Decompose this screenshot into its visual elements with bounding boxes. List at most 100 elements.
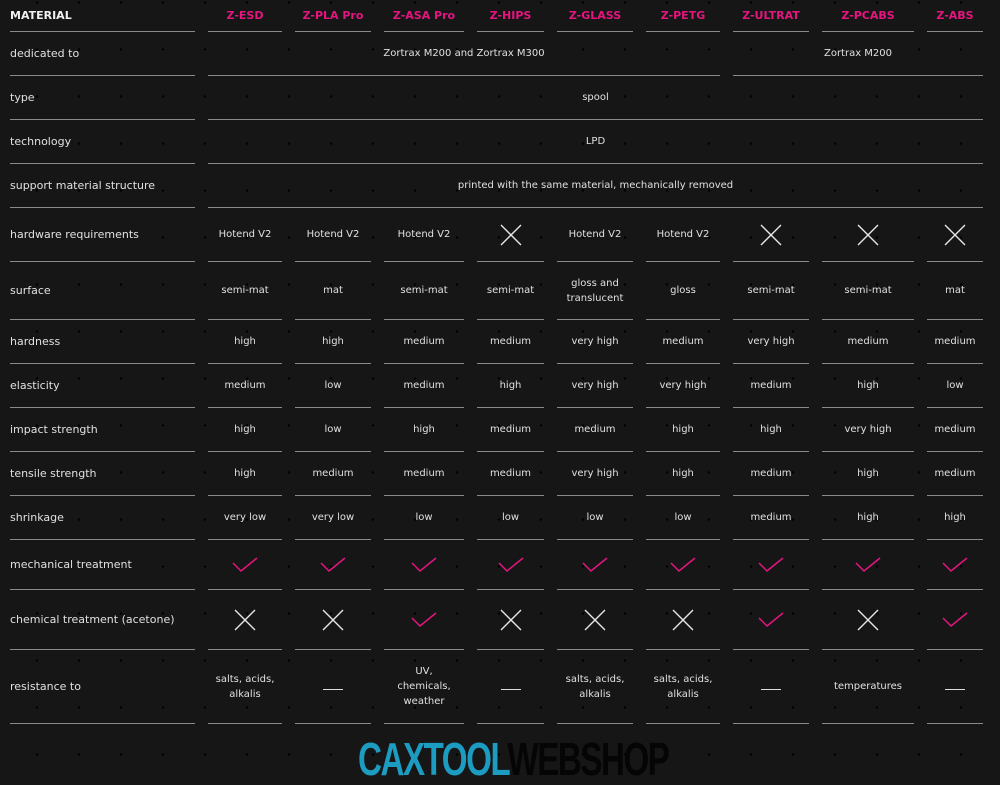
watermark-logo: CAXTOOLWEBSHOP (358, 733, 670, 785)
row-label: shrinkage (10, 496, 195, 540)
cell-value: gloss (646, 262, 720, 320)
dash-icon (295, 650, 371, 724)
cell-value: temperatures (822, 650, 914, 724)
cell-value: low (927, 364, 983, 408)
check-icon (646, 540, 720, 590)
header-material: Z-PETG (646, 0, 720, 32)
row-label: resistance to (10, 650, 195, 724)
header-label: MATERIAL (10, 0, 195, 32)
check-icon (384, 590, 464, 650)
cell-value: high (208, 408, 282, 452)
x-icon (822, 590, 914, 650)
watermark-webshop: WEBSHOP (507, 733, 669, 785)
cell-value: very low (208, 496, 282, 540)
cell-value: very high (557, 452, 633, 496)
row-label: technology (10, 120, 195, 164)
cell-value: mat (295, 262, 371, 320)
check-icon (822, 540, 914, 590)
row-label: support material structure (10, 164, 195, 208)
cell-value: very high (557, 320, 633, 364)
cell-value: high (208, 320, 282, 364)
cell-value: UV, chemicals, weather (384, 650, 464, 724)
cell-value: gloss and translucent (557, 262, 633, 320)
cell-value: medium (822, 320, 914, 364)
cell-value: high (646, 452, 720, 496)
cell-value: medium (384, 364, 464, 408)
cell-value: very high (646, 364, 720, 408)
spanned-value: Zortrax M200 (733, 32, 983, 76)
header-material: Z-ASA Pro (384, 0, 464, 32)
dash-icon (927, 650, 983, 724)
cell-value: Hotend V2 (295, 208, 371, 262)
cell-value: high (822, 496, 914, 540)
cell-value: semi-mat (822, 262, 914, 320)
cell-value: medium (646, 320, 720, 364)
x-icon (557, 590, 633, 650)
spanned-value: printed with the same material, mechanic… (208, 164, 983, 208)
check-icon (733, 540, 809, 590)
row-label: elasticity (10, 364, 195, 408)
x-icon (646, 590, 720, 650)
watermark-caxtool: CAXTOOL (358, 733, 509, 785)
cell-value: medium (927, 408, 983, 452)
cell-value: low (477, 496, 544, 540)
row-label: mechanical treatment (10, 540, 195, 590)
spanned-value: LPD (208, 120, 983, 164)
header-material: Z-PCABS (822, 0, 914, 32)
check-icon (384, 540, 464, 590)
row-label: hardware requirements (10, 208, 195, 262)
cell-value: salts, acids, alkalis (208, 650, 282, 724)
row-label: dedicated to (10, 32, 195, 76)
header-material: Z-ESD (208, 0, 282, 32)
cell-value: low (295, 408, 371, 452)
check-icon (927, 590, 983, 650)
x-icon (822, 208, 914, 262)
cell-value: salts, acids, alkalis (557, 650, 633, 724)
cell-value: very high (733, 320, 809, 364)
check-icon (927, 540, 983, 590)
row-label: tensile strength (10, 452, 195, 496)
check-icon (477, 540, 544, 590)
cell-value: very high (822, 408, 914, 452)
cell-value: salts, acids, alkalis (646, 650, 720, 724)
check-icon (295, 540, 371, 590)
cell-value: high (733, 408, 809, 452)
x-icon (733, 208, 809, 262)
cell-value: semi-mat (733, 262, 809, 320)
cell-value: Hotend V2 (646, 208, 720, 262)
header-material: Z-GLASS (557, 0, 633, 32)
cell-value: Hotend V2 (557, 208, 633, 262)
dash-icon (477, 650, 544, 724)
cell-value: high (822, 452, 914, 496)
cell-value: high (477, 364, 544, 408)
cell-value: medium (733, 496, 809, 540)
x-icon (477, 590, 544, 650)
check-icon (208, 540, 282, 590)
cell-value: medium (927, 452, 983, 496)
cell-value: high (384, 408, 464, 452)
check-icon (733, 590, 809, 650)
cell-value: high (822, 364, 914, 408)
x-icon (295, 590, 371, 650)
dash-icon (733, 650, 809, 724)
cell-value: mat (927, 262, 983, 320)
cell-value: high (927, 496, 983, 540)
x-icon (477, 208, 544, 262)
cell-value: medium (384, 452, 464, 496)
cell-value: medium (927, 320, 983, 364)
cell-value: low (646, 496, 720, 540)
cell-value: high (646, 408, 720, 452)
check-icon (557, 540, 633, 590)
spanned-value: spool (208, 76, 983, 120)
cell-value: medium (733, 364, 809, 408)
cell-value: high (208, 452, 282, 496)
spanned-value: Zortrax M200 and Zortrax M300 (208, 32, 720, 76)
cell-value: medium (477, 320, 544, 364)
cell-value: medium (477, 408, 544, 452)
cell-value: medium (384, 320, 464, 364)
header-material: Z-ULTRAT (733, 0, 809, 32)
cell-value: medium (557, 408, 633, 452)
x-icon (208, 590, 282, 650)
row-label: surface (10, 262, 195, 320)
cell-value: Hotend V2 (208, 208, 282, 262)
